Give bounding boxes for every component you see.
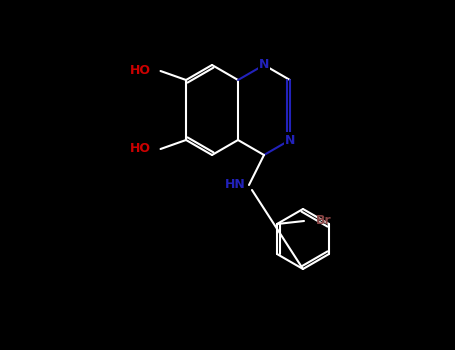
Text: HN: HN <box>225 178 246 191</box>
Text: N: N <box>259 58 269 71</box>
Text: HO: HO <box>130 64 151 77</box>
Text: N: N <box>285 133 295 147</box>
Text: Br: Br <box>316 215 332 228</box>
Text: HO: HO <box>130 142 151 155</box>
